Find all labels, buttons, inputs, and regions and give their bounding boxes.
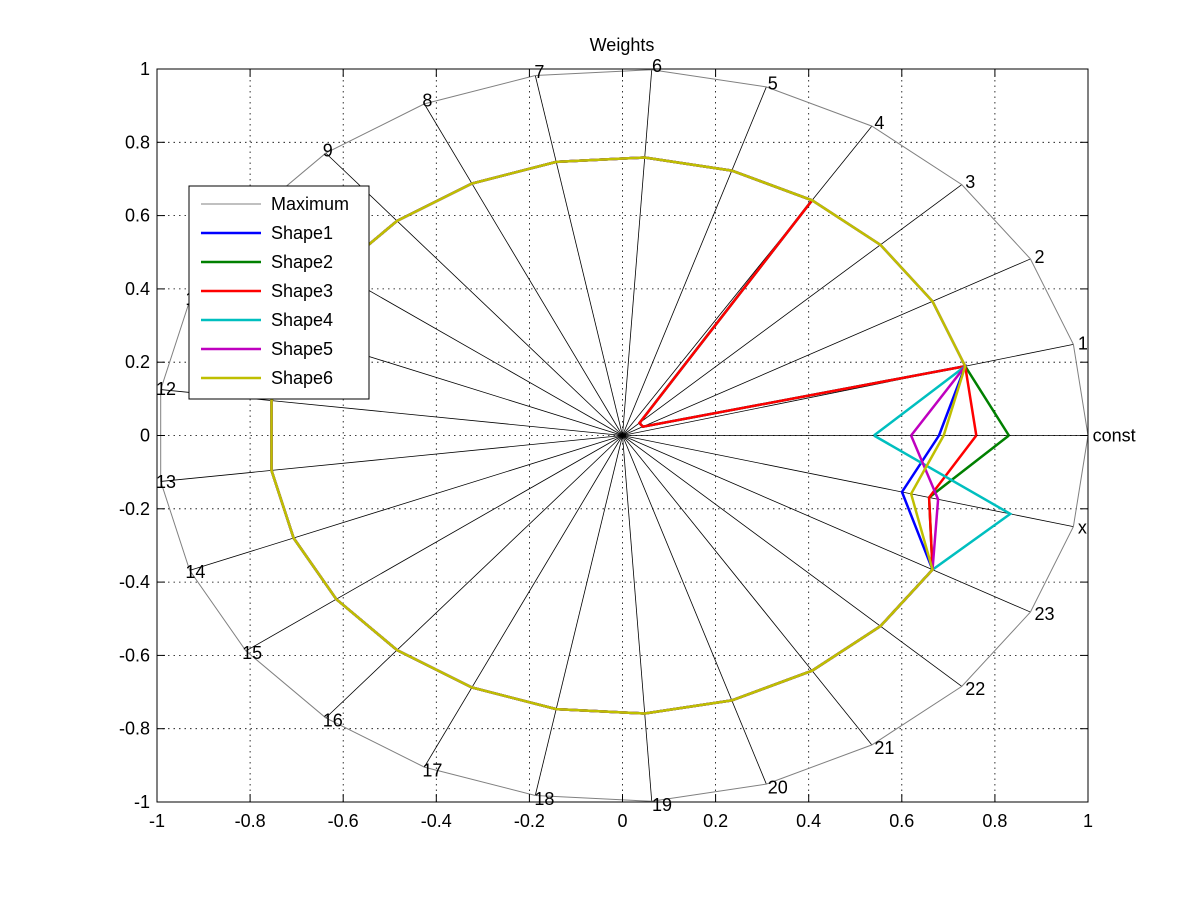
y-tick-label: -0.8 bbox=[119, 719, 150, 739]
spoke-label: 9 bbox=[323, 140, 333, 160]
tick-marks bbox=[156, 68, 1089, 803]
chart-title: Weights bbox=[590, 35, 655, 55]
spoke-line bbox=[622, 125, 873, 436]
x-tick-label: -0.8 bbox=[235, 811, 266, 831]
spoke-line bbox=[622, 184, 963, 436]
x-tick-label: 0 bbox=[617, 811, 627, 831]
spoke-line bbox=[622, 435, 1074, 528]
spoke-line bbox=[622, 86, 767, 436]
x-tick-label: 0.8 bbox=[982, 811, 1007, 831]
spokes bbox=[160, 69, 1088, 802]
spoke-label: const bbox=[1093, 426, 1136, 446]
spoke-label: 23 bbox=[1035, 604, 1055, 624]
spoke-label: x bbox=[1078, 518, 1087, 538]
spoke-line bbox=[534, 75, 623, 436]
series-line-shape6 bbox=[270, 156, 967, 715]
spoke-line bbox=[622, 435, 767, 785]
spoke-label: 22 bbox=[965, 679, 985, 699]
x-tick-label: 0.4 bbox=[796, 811, 821, 831]
spoke-label: 21 bbox=[874, 738, 894, 758]
spoke-label: 14 bbox=[185, 562, 205, 582]
spoke-line bbox=[622, 435, 653, 802]
spoke-line bbox=[622, 435, 963, 687]
spoke-label: 6 bbox=[652, 56, 662, 76]
spoke-label: 5 bbox=[768, 73, 778, 93]
spoke-label: 1 bbox=[1078, 333, 1088, 353]
spoke-label: 8 bbox=[422, 91, 432, 111]
spoke-label: 19 bbox=[652, 795, 672, 815]
spoke-line bbox=[160, 435, 623, 482]
spoke-labels: const12345678910111213141516171819202122… bbox=[156, 56, 1136, 815]
legend-label: Shape4 bbox=[271, 310, 333, 330]
x-tick-label: -0.6 bbox=[328, 811, 359, 831]
y-tick-label: 0.4 bbox=[125, 279, 150, 299]
spoke-line bbox=[423, 435, 623, 768]
spoke-line bbox=[622, 435, 873, 746]
spoke-label: 7 bbox=[534, 62, 544, 82]
x-tick-label: 0.2 bbox=[703, 811, 728, 831]
x-tick-label: -0.4 bbox=[421, 811, 452, 831]
legend-label: Shape1 bbox=[271, 223, 333, 243]
series-layer bbox=[270, 156, 1013, 715]
legend-label: Shape2 bbox=[271, 252, 333, 272]
legend: Maximum Shape1 Shape2 Shape3 Shape4 Shape5 Sha… bbox=[188, 185, 370, 400]
y-tick-label: 0.6 bbox=[125, 206, 150, 226]
legend-box bbox=[188, 185, 370, 400]
spoke-label: 12 bbox=[156, 379, 176, 399]
spoke-label: 18 bbox=[534, 789, 554, 809]
y-tick-label: 0 bbox=[140, 426, 150, 446]
y-tick-label: 0.8 bbox=[125, 132, 150, 152]
spoke-label: 3 bbox=[965, 172, 975, 192]
tick-labels: -1 -0.8 -0.6 -0.4 -0.2 0 0.2 0.4 0.6 0.8 1 -1 -0.8 -0… bbox=[119, 59, 1093, 831]
spoke-label: 17 bbox=[422, 760, 442, 780]
legend-label: Shape3 bbox=[271, 281, 333, 301]
spoke-line bbox=[423, 103, 623, 436]
spoke-line bbox=[325, 152, 623, 436]
y-tick-label: 1 bbox=[140, 59, 150, 79]
spoke-label: 13 bbox=[156, 472, 176, 492]
spoke-label: 2 bbox=[1035, 247, 1045, 267]
legend-label: Maximum bbox=[271, 194, 349, 214]
x-tick-label: 1 bbox=[1083, 811, 1093, 831]
y-tick-label: -0.4 bbox=[119, 572, 150, 592]
spoke-line bbox=[622, 69, 653, 436]
spoke-line bbox=[325, 435, 623, 719]
spoke-line bbox=[245, 435, 623, 652]
x-tick-label: -0.2 bbox=[514, 811, 545, 831]
x-tick-label: 0.6 bbox=[889, 811, 914, 831]
y-tick-label: -1 bbox=[134, 792, 150, 812]
legend-label: Shape6 bbox=[271, 368, 333, 388]
y-tick-label: 0.2 bbox=[125, 352, 150, 372]
spoke-line bbox=[534, 435, 623, 796]
spoke-label: 4 bbox=[874, 113, 884, 133]
y-tick-label: -0.2 bbox=[119, 499, 150, 519]
x-tick-label: -1 bbox=[149, 811, 165, 831]
spoke-label: 15 bbox=[242, 643, 262, 663]
spoke-line bbox=[189, 435, 623, 571]
spoke-label: 20 bbox=[768, 778, 788, 798]
spoke-label: 16 bbox=[323, 711, 343, 731]
spoke-line bbox=[622, 435, 1031, 613]
legend-label: Shape5 bbox=[271, 339, 333, 359]
y-tick-label: -0.6 bbox=[119, 645, 150, 665]
spoke-line bbox=[622, 343, 1074, 436]
spoke-line bbox=[622, 258, 1031, 436]
